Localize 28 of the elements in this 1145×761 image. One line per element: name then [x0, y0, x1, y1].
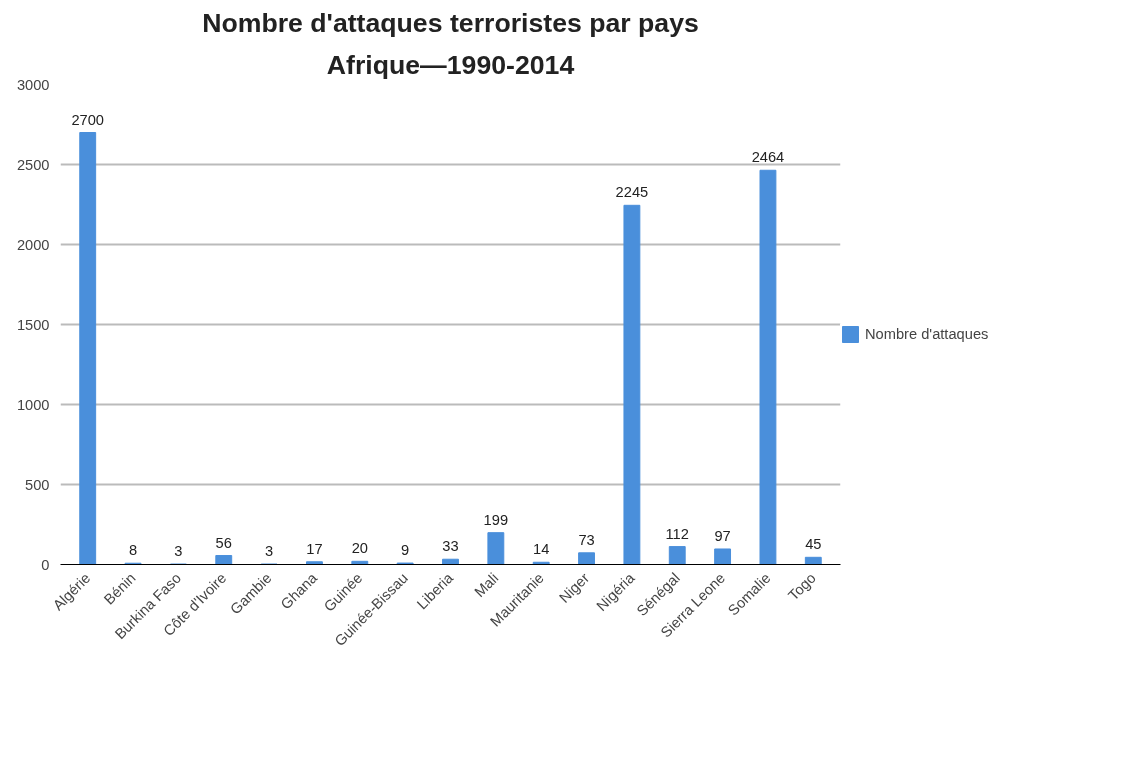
- data-label: 33: [442, 538, 459, 555]
- data-label: 2700: [71, 111, 105, 128]
- data-label: 112: [665, 525, 689, 542]
- data-label: 97: [714, 527, 731, 544]
- data-label: 8: [128, 542, 138, 559]
- data-label: 20: [351, 540, 368, 557]
- legend-label: Nombre d'attaques: [865, 326, 989, 342]
- y-tick-label: 500: [25, 476, 50, 493]
- data-label: 45: [805, 536, 822, 553]
- data-label: 17: [306, 540, 323, 557]
- data-label: 73: [578, 531, 595, 548]
- x-tick-label: Togo: [785, 569, 819, 604]
- y-tick-label: 0: [41, 556, 50, 573]
- data-label: 199: [483, 511, 509, 528]
- data-label: 2464: [751, 149, 785, 166]
- y-tick-label: 2500: [16, 156, 50, 173]
- y-tick-label: 1500: [16, 316, 50, 333]
- data-label: 56: [215, 534, 232, 551]
- y-tick-label: 2000: [16, 236, 50, 253]
- data-label: 14: [533, 541, 550, 558]
- data-label: 3: [265, 543, 274, 560]
- y-tick-label: 1000: [16, 396, 50, 413]
- chart-title: Nombre d'attaques terroristes par pays: [202, 7, 699, 38]
- data-label: 2245: [615, 184, 649, 201]
- data-label: 3: [174, 543, 183, 560]
- data-label: 9: [401, 542, 410, 559]
- chart-subtitle: Afrique—1990-2014: [326, 49, 575, 80]
- y-tick-label: 3000: [16, 76, 50, 93]
